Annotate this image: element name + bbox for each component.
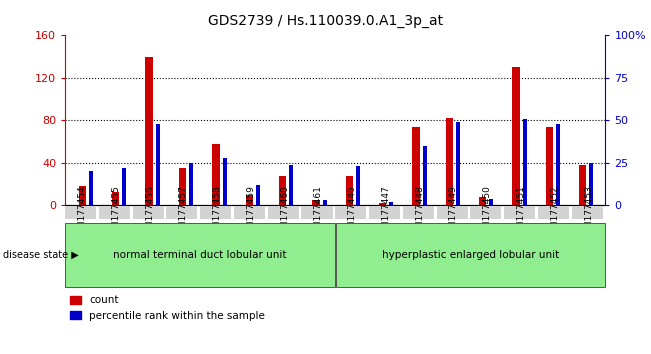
FancyBboxPatch shape — [403, 206, 434, 219]
Bar — [356, 166, 360, 205]
FancyBboxPatch shape — [65, 206, 96, 219]
Bar — [589, 163, 594, 205]
Bar — [389, 202, 393, 205]
Bar — [556, 124, 560, 205]
Bar — [312, 200, 320, 205]
Text: GSM177461: GSM177461 — [314, 185, 323, 240]
Bar — [279, 176, 286, 205]
Text: GSM177453: GSM177453 — [584, 185, 593, 240]
Bar — [122, 168, 126, 205]
Bar — [156, 124, 160, 205]
Text: disease state ▶: disease state ▶ — [3, 250, 79, 260]
Bar — [89, 171, 93, 205]
Bar — [446, 118, 453, 205]
FancyBboxPatch shape — [99, 206, 130, 219]
Bar — [546, 127, 553, 205]
Text: GSM177454: GSM177454 — [77, 185, 87, 240]
Text: hyperplastic enlarged lobular unit: hyperplastic enlarged lobular unit — [381, 250, 559, 260]
Bar — [112, 192, 120, 205]
Bar — [289, 165, 293, 205]
FancyBboxPatch shape — [471, 206, 501, 219]
FancyBboxPatch shape — [437, 206, 467, 219]
FancyBboxPatch shape — [504, 206, 535, 219]
Bar — [256, 185, 260, 205]
Text: GSM177447: GSM177447 — [381, 185, 391, 240]
FancyBboxPatch shape — [335, 206, 367, 219]
Text: GSM177450: GSM177450 — [483, 185, 492, 240]
Bar — [212, 144, 219, 205]
FancyBboxPatch shape — [133, 206, 163, 219]
Text: normal terminal duct lobular unit: normal terminal duct lobular unit — [113, 250, 287, 260]
Bar — [323, 200, 327, 205]
Text: GDS2739 / Hs.110039.0.A1_3p_at: GDS2739 / Hs.110039.0.A1_3p_at — [208, 14, 443, 28]
FancyBboxPatch shape — [201, 206, 231, 219]
Text: GSM177452: GSM177452 — [550, 185, 559, 240]
Bar — [479, 197, 486, 205]
Text: GSM177449: GSM177449 — [449, 185, 458, 240]
Text: GSM177448: GSM177448 — [415, 185, 424, 240]
Bar — [490, 199, 493, 205]
Text: GSM177457: GSM177457 — [179, 185, 187, 240]
Bar — [512, 67, 519, 205]
Text: GSM177458: GSM177458 — [213, 185, 221, 240]
Bar — [456, 122, 460, 205]
FancyBboxPatch shape — [268, 206, 299, 219]
Bar — [223, 158, 227, 205]
FancyBboxPatch shape — [369, 206, 400, 219]
Text: GSM177446: GSM177446 — [348, 185, 357, 240]
FancyBboxPatch shape — [572, 206, 603, 219]
Bar — [579, 165, 587, 205]
Bar — [179, 168, 186, 205]
Text: GSM177455: GSM177455 — [111, 185, 120, 240]
Text: GSM177459: GSM177459 — [246, 185, 255, 240]
Bar — [412, 127, 420, 205]
FancyBboxPatch shape — [66, 223, 335, 287]
Bar — [422, 146, 426, 205]
Bar — [189, 163, 193, 205]
Bar — [245, 195, 253, 205]
FancyBboxPatch shape — [234, 206, 265, 219]
Text: GSM177456: GSM177456 — [145, 185, 154, 240]
Text: GSM177451: GSM177451 — [516, 185, 525, 240]
Bar — [346, 176, 353, 205]
Text: GSM177460: GSM177460 — [280, 185, 289, 240]
FancyBboxPatch shape — [538, 206, 569, 219]
Legend: count, percentile rank within the sample: count, percentile rank within the sample — [70, 296, 265, 321]
FancyBboxPatch shape — [301, 206, 333, 219]
Bar — [79, 186, 86, 205]
Bar — [145, 57, 153, 205]
Bar — [523, 119, 527, 205]
FancyBboxPatch shape — [336, 223, 605, 287]
FancyBboxPatch shape — [167, 206, 197, 219]
Bar — [379, 203, 386, 205]
